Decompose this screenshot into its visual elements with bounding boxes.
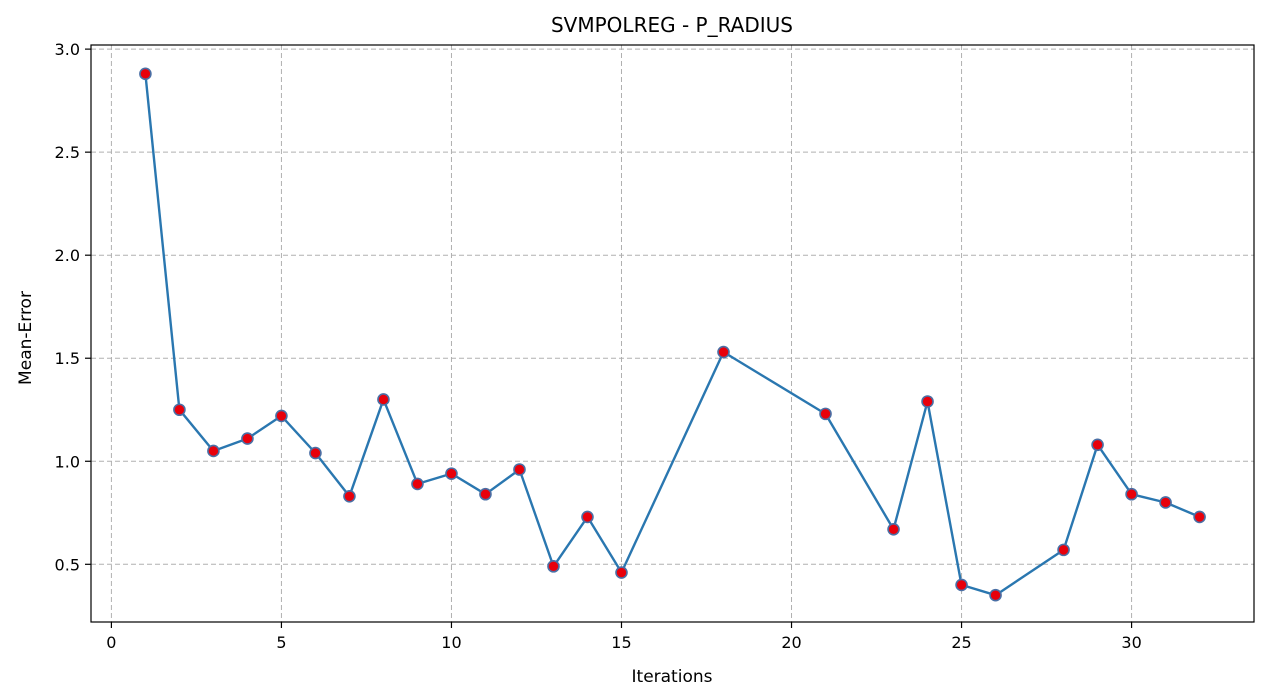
y-tick-label: 0.5 — [55, 555, 80, 574]
data-point — [377, 393, 390, 406]
data-point — [581, 510, 594, 524]
data-point — [955, 578, 968, 592]
y-axis-ticks: 0.5 1.0 1.5 2.0 2.5 3.0 — [55, 40, 91, 574]
data-point — [241, 432, 254, 445]
y-tick-label: 1.5 — [55, 349, 80, 368]
data-point — [1125, 487, 1138, 501]
data-point — [717, 345, 730, 359]
data-point — [207, 444, 220, 458]
x-tick-label: 15 — [611, 633, 631, 652]
x-tick-label: 0 — [106, 633, 116, 652]
x-tick-label: 10 — [441, 633, 461, 652]
data-point — [615, 566, 628, 579]
grid-lines — [91, 45, 1254, 622]
data-point — [513, 463, 526, 476]
data-point — [343, 489, 356, 503]
data-point — [1091, 438, 1104, 452]
data-point — [139, 67, 152, 81]
data-point — [921, 395, 934, 408]
data-point — [887, 522, 900, 536]
data-point — [275, 409, 288, 423]
data-points — [139, 67, 1206, 602]
x-tick-label: 20 — [781, 633, 801, 652]
y-axis-label: Mean-Error — [16, 291, 36, 385]
data-point — [989, 588, 1002, 602]
y-tick-label: 2.0 — [55, 246, 80, 265]
data-point — [309, 446, 322, 460]
series-line — [144, 73, 1201, 597]
x-tick-label: 30 — [1121, 633, 1141, 652]
chart-title: SVMPOLREG - P_RADIUS — [551, 13, 793, 37]
x-axis-label: Iterations — [632, 667, 713, 687]
data-point — [479, 487, 492, 501]
x-tick-label: 25 — [951, 633, 971, 652]
x-axis-ticks: 0 5 10 15 20 25 30 — [106, 622, 1142, 652]
data-point — [173, 403, 186, 417]
x-tick-label: 5 — [276, 633, 286, 652]
data-point — [547, 560, 560, 573]
plot-frame — [90, 44, 1255, 623]
data-point — [819, 407, 832, 421]
data-point — [1057, 543, 1070, 557]
data-point — [1193, 510, 1206, 524]
y-tick-label: 3.0 — [55, 40, 80, 59]
y-tick-label: 2.5 — [55, 143, 80, 162]
data-point — [1159, 496, 1172, 509]
series-line-group — [144, 73, 1201, 597]
y-tick-label: 1.0 — [55, 452, 80, 471]
data-point — [445, 467, 458, 480]
data-point — [411, 477, 424, 491]
